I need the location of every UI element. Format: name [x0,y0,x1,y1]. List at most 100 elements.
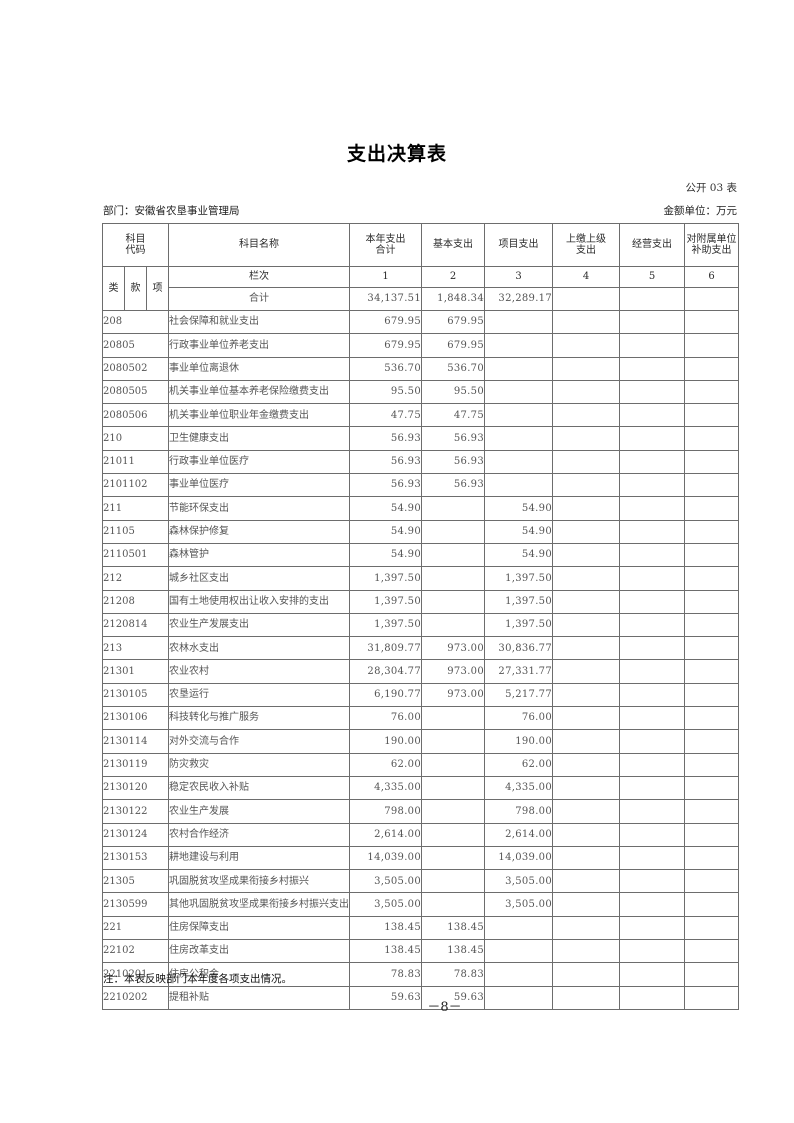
cell-value-col2: 56.93 [421,426,485,451]
cell-value-col6 [684,379,739,405]
cell-value-col5 [619,309,685,335]
cell-value-col5 [619,682,685,708]
cell-value-col2: 973.00 [421,636,485,661]
cell-value-col1: 536.70 [349,356,422,381]
cell-subject-name: 住房保障支出 [168,915,350,941]
header-code-line1: 科目 [125,233,146,245]
cell-subject-code: 2101102 [102,473,169,498]
cell-subject-name: 机关事业单位基本养老保险缴费支出 [168,379,350,405]
cell-value-col1: 6,190.77 [349,682,422,708]
header-row-lanci: 类 款 项 栏次 1 2 3 4 5 6 [102,266,739,311]
cell-value-col4 [552,775,620,801]
cell-value-col1: 31,809.77 [349,636,422,661]
cell-value-col6 [684,356,739,381]
cell-subject-name: 城乡社区支出 [168,566,350,591]
cell-value-col2: 973.00 [421,682,485,708]
cell-subject-code: 2130119 [102,752,169,777]
cell-value-col4 [552,612,620,638]
header-lanci-label: 栏次 [168,266,350,288]
cell-value-col6 [684,473,739,498]
table-row: 2130124 农村合作经济 2,614.00 2,614.00 [102,822,739,847]
cell-value-col4 [552,729,620,754]
table-row: 21305 巩固脱贫攻坚成果衔接乡村振兴 3,505.00 3,505.00 [102,869,739,894]
cell-value-col1: 190.00 [349,729,422,754]
header-row-total: 合计 34,137.51 1,848.34 32,289.17 [103,287,739,311]
cell-value-col4 [552,519,620,544]
header-code-xiang: 项 [146,266,169,311]
cell-subject-name: 森林管护 [168,542,350,568]
cell-value-col1: 2,614.00 [349,822,422,847]
total-value-3: 32,289.17 [484,287,553,311]
cell-subject-code: 2130124 [102,822,169,847]
cell-value-col1: 1,397.50 [349,566,422,591]
cell-subject-name: 科技转化与推广服务 [168,706,350,731]
cell-value-col3: 1,397.50 [484,566,553,591]
cell-subject-code: 21305 [102,869,169,894]
cell-value-col5 [619,729,685,754]
cell-value-col2 [421,845,485,871]
cell-value-col1: 62.00 [349,752,422,777]
cell-value-col6 [684,892,739,917]
cell-value-col2 [421,706,485,731]
cell-value-col4 [552,799,620,824]
cell-value-col2 [421,496,485,521]
cell-subject-name: 对外交流与合作 [168,729,350,754]
cell-subject-name: 卫生健康支出 [168,426,350,451]
cell-subject-code: 21301 [102,659,169,684]
cell-value-col2: 973.00 [421,659,485,684]
cell-value-col4 [552,659,620,684]
cell-subject-code: 21208 [102,589,169,614]
table-row: 2130105 农垦运行 6,190.77 973.00 5,217.77 [102,682,739,708]
cell-subject-code: 2130599 [102,892,169,917]
cell-value-col3 [484,473,553,498]
cell-value-col3: 76.00 [484,706,553,731]
cell-subject-code: 2080502 [102,356,169,381]
header-code-line2: 代码 [125,245,146,256]
cell-value-col4 [552,356,620,381]
cell-value-col6 [684,775,739,801]
cell-subject-code: 20805 [102,333,169,358]
total-value-2: 1,848.34 [421,287,485,311]
cell-value-col3: 54.90 [484,542,553,568]
cell-value-col6 [684,799,739,824]
cell-value-col5 [619,519,685,544]
header-code-lei: 类 [102,266,125,311]
cell-value-col5 [619,496,685,521]
cell-value-col5 [619,892,685,917]
cell-value-col5 [619,403,685,428]
cell-value-col4 [552,473,620,498]
cell-value-col1: 1,397.50 [349,589,422,614]
cell-value-col4 [552,426,620,451]
cell-value-col1: 798.00 [349,799,422,824]
table-row: 221 住房保障支出 138.45 138.45 [102,915,739,941]
cell-subject-code: 2110501 [102,542,169,568]
cell-subject-name: 农业生产发展 [168,799,350,824]
cell-value-col6 [684,939,739,964]
header-col-total-year: 本年支出 合计 [349,223,422,267]
cell-value-col3: 27,331.77 [484,659,553,684]
cell-value-col3: 1,397.50 [484,589,553,614]
cell-value-col6 [684,612,739,638]
cell-value-col3: 2,614.00 [484,822,553,847]
cell-value-col4 [552,869,620,894]
cell-value-col1: 679.95 [349,309,422,335]
cell-value-col3 [484,403,553,428]
cell-value-col4 [552,706,620,731]
cell-subject-name: 农业生产发展支出 [168,612,350,638]
table-row: 2130599 其他巩固脱贫攻坚成果衔接乡村振兴支出 3,505.00 3,505.0… [102,892,739,917]
cell-value-col6 [684,403,739,428]
cell-value-col2 [421,729,485,754]
cell-value-col3: 3,505.00 [484,869,553,894]
cell-value-col5 [619,962,685,987]
cell-subject-name: 其他巩固脱贫攻坚成果衔接乡村振兴支出 [168,892,350,917]
cell-value-col1: 78.83 [349,962,422,987]
cell-value-col3: 30,836.77 [484,636,553,661]
cell-value-col3: 62.00 [484,752,553,777]
cell-value-col1: 679.95 [349,333,422,358]
cell-value-col2: 679.95 [421,333,485,358]
cell-value-col4 [552,845,620,871]
table-row: 211 节能环保支出 54.90 54.90 [102,496,739,521]
cell-value-col4 [552,962,620,987]
table-row: 2080506 机关事业单位职业年金缴费支出 47.75 47.75 [102,403,739,428]
cell-value-col6 [684,822,739,847]
